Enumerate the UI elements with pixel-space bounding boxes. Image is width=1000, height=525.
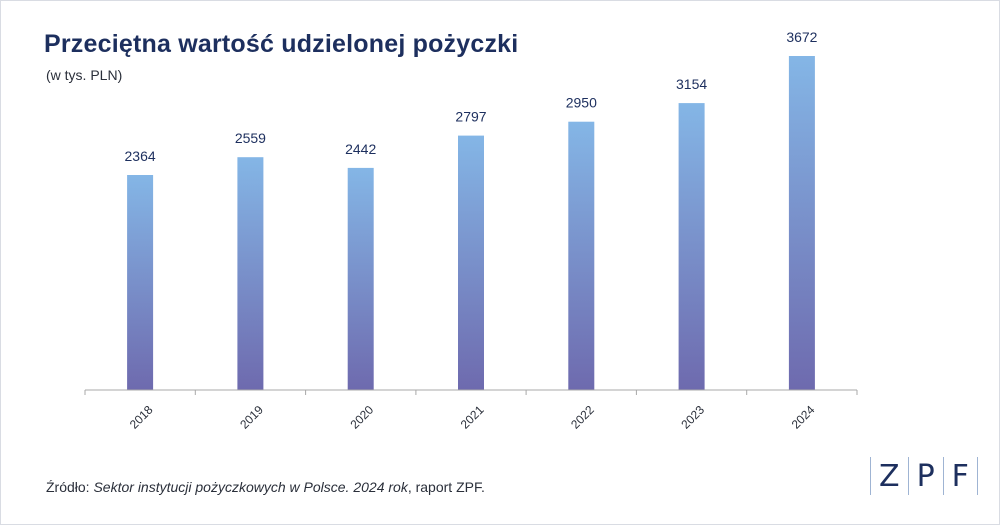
logo-letter-p: P	[916, 458, 935, 494]
x-tick-label-2018: 2018	[127, 403, 156, 432]
zpf-logo: Z P F	[862, 456, 986, 496]
logo-letter-z: Z	[879, 458, 900, 494]
chart-title: Przeciętna wartość udzielonej pożyczki	[44, 30, 519, 58]
x-tick-label-2020: 2020	[347, 403, 376, 432]
logo-divider	[976, 457, 978, 495]
data-label-2021: 2797	[455, 109, 486, 125]
bar-2018	[127, 175, 154, 390]
bar-2022	[568, 121, 595, 390]
bar-2021	[458, 135, 484, 390]
data-label-2022: 2950	[566, 95, 597, 111]
x-tick-label-2022: 2022	[568, 403, 597, 432]
data-label-2020: 2442	[345, 141, 376, 157]
source-note: Źródło: Sektor instytucji pożyczkowych w…	[46, 479, 485, 495]
data-label-2024: 3672	[786, 29, 817, 45]
chart-subtitle: (w tys. PLN)	[46, 67, 123, 83]
logo-divider	[870, 457, 871, 495]
logo-divider	[942, 457, 944, 495]
source-title: Sektor instytucji pożyczkowych w Polsce.…	[93, 479, 408, 495]
data-label-2023: 3154	[676, 76, 707, 92]
x-tick-label-2023: 2023	[678, 403, 707, 432]
bar-2019	[237, 157, 264, 390]
logo-letter-f: F	[951, 458, 969, 494]
source-prefix: Źródło:	[46, 479, 94, 495]
x-tick-label-2019: 2019	[237, 403, 266, 432]
bar-2020	[347, 167, 374, 390]
bar-2024	[788, 56, 815, 390]
x-tick-label-2024: 2024	[789, 403, 818, 432]
data-label-2019: 2559	[235, 130, 266, 146]
logo-divider	[907, 457, 909, 495]
bar-2023	[678, 103, 705, 390]
x-tick-label-2021: 2021	[458, 403, 487, 432]
source-suffix: , raport ZPF.	[407, 479, 485, 495]
data-label-2018: 2364	[125, 148, 156, 164]
